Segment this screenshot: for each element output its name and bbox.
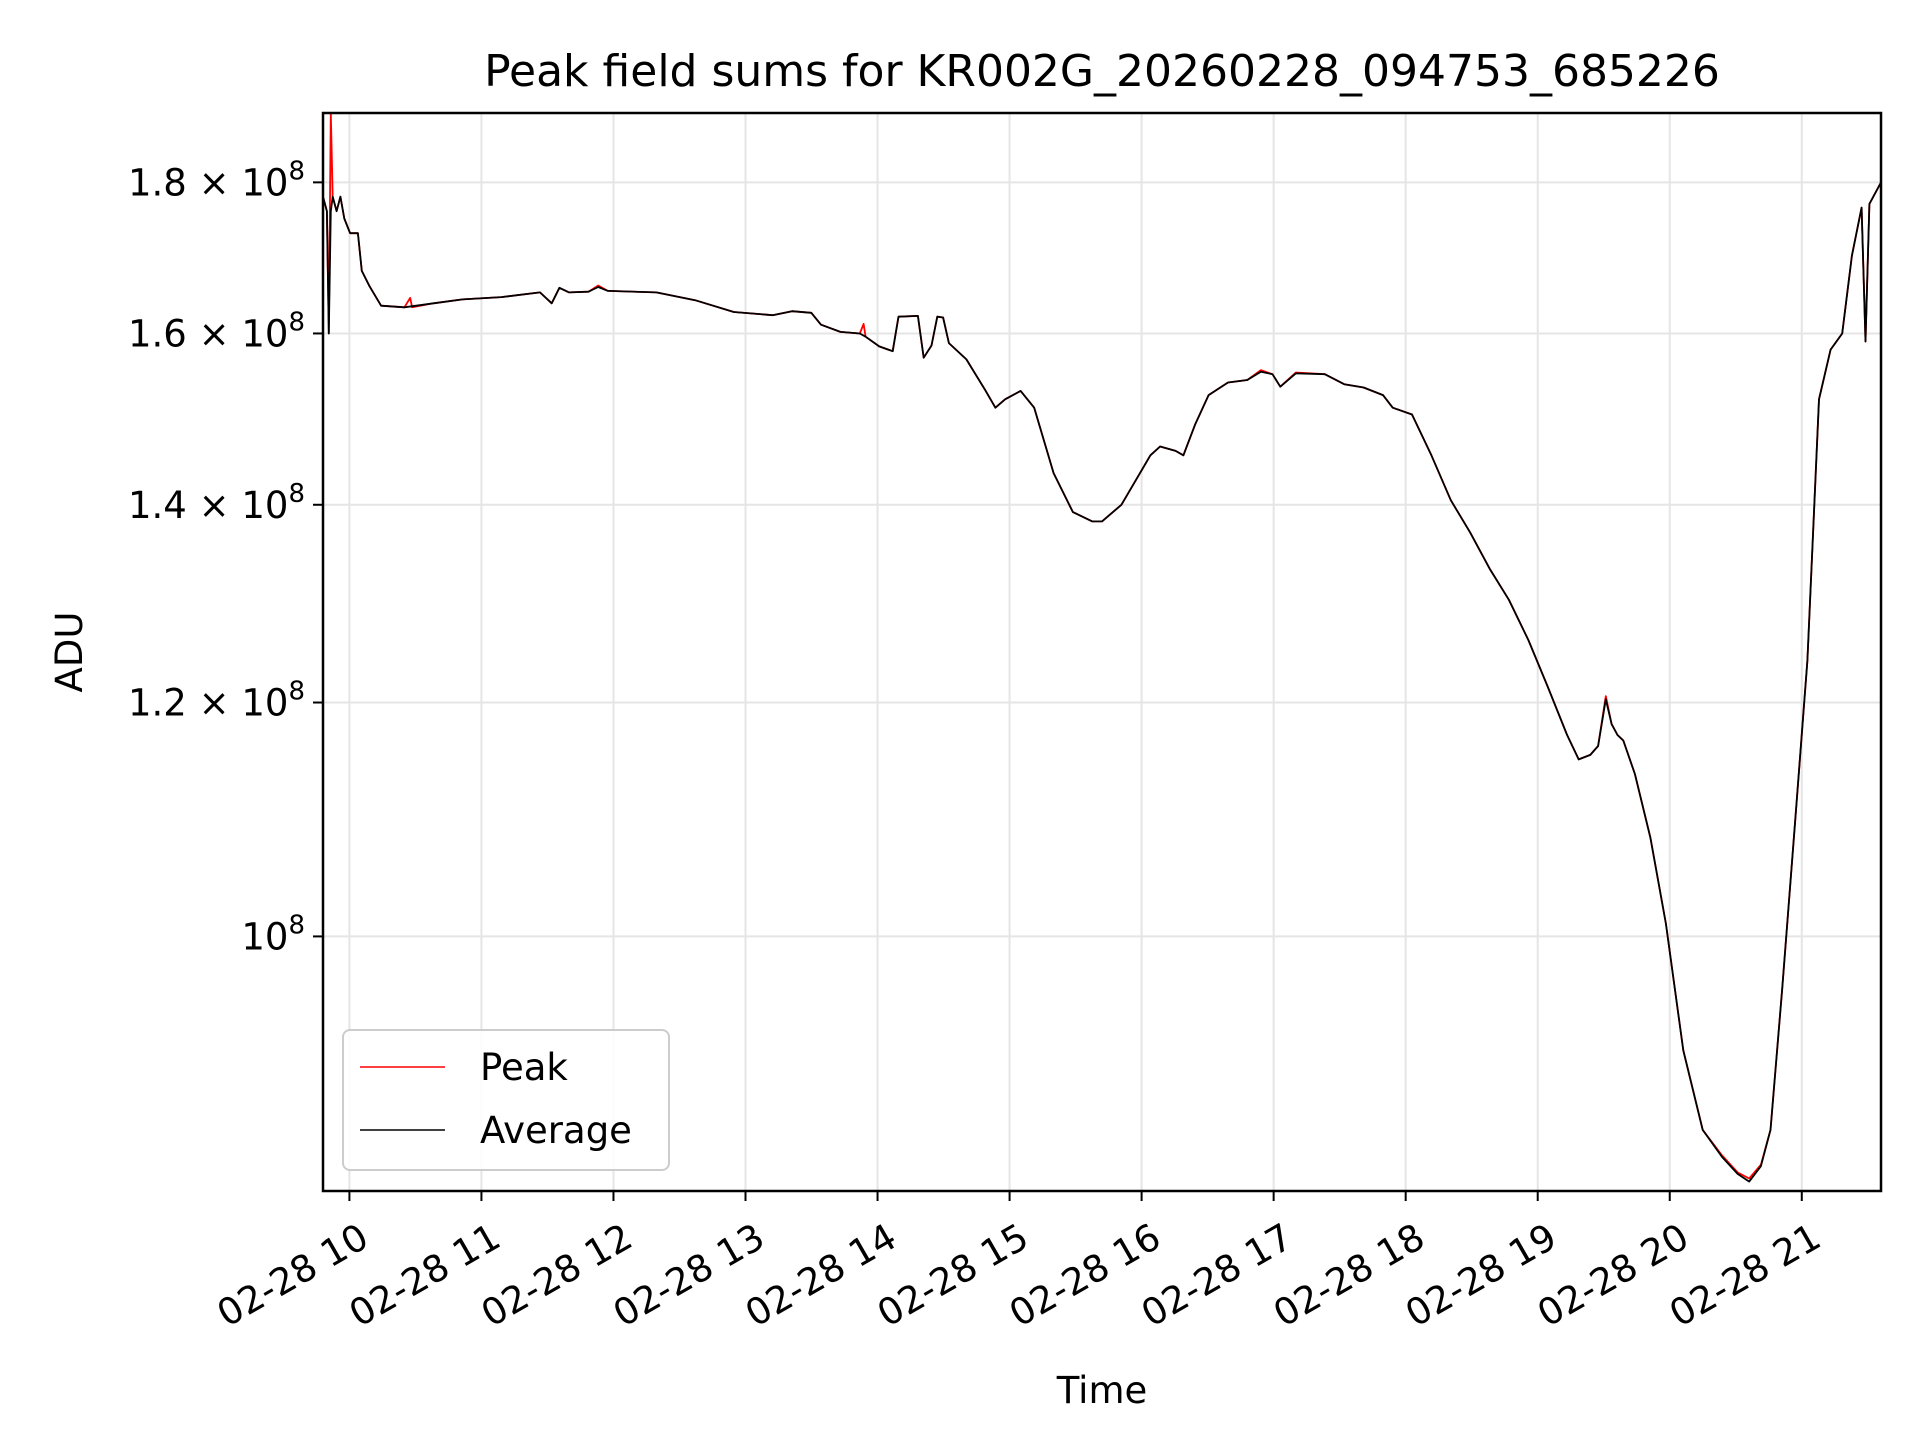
y-axis-ticks: 108 1.2 × 108 1.4 × 108 1.6 × 108 1.8 × 108 xyxy=(128,156,323,958)
plot-lines xyxy=(323,113,1881,1183)
y-tick-label: 1.6 × 108 xyxy=(128,307,305,355)
y-axis-label: ADU xyxy=(48,612,91,693)
y-tick-label: 1.4 × 108 xyxy=(128,479,305,527)
chart-title: Peak field sums for KR002G_20260228_0947… xyxy=(484,46,1720,97)
x-axis-label: Time xyxy=(1056,1369,1148,1412)
legend: Peak Average xyxy=(342,1029,670,1171)
grid xyxy=(323,113,1881,1191)
legend-label-peak: Peak xyxy=(480,1046,568,1089)
plot-frame xyxy=(321,111,1883,1193)
y-tick-label: 1.2 × 108 xyxy=(128,677,305,725)
series-line-average xyxy=(323,181,1881,1183)
legend-box xyxy=(342,1029,670,1171)
y-tick-label: 1.8 × 108 xyxy=(128,156,305,204)
y-tick-label: 108 xyxy=(241,910,305,958)
legend-label-average: Average xyxy=(480,1109,632,1152)
